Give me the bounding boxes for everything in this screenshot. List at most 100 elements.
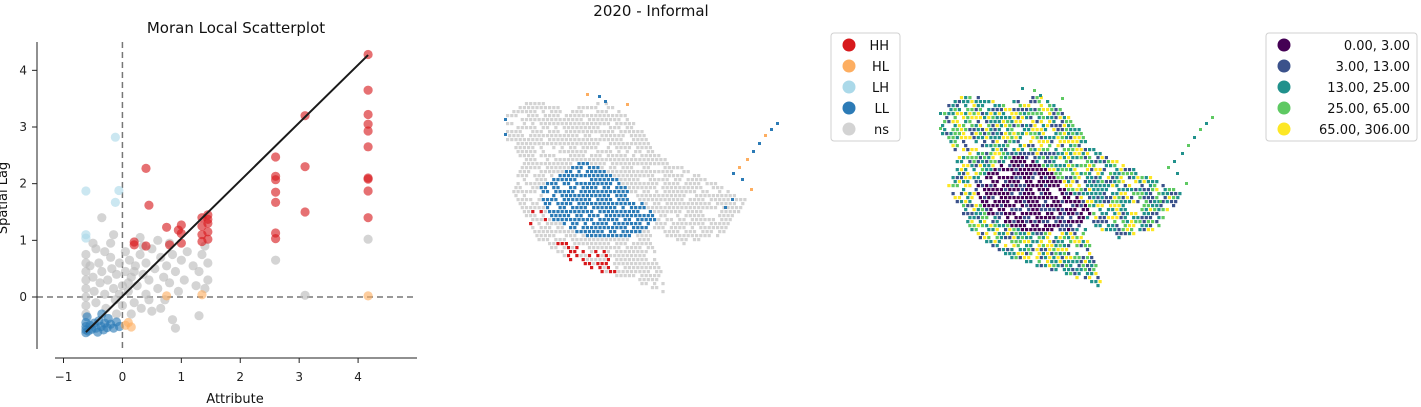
choropleth-cell bbox=[953, 140, 957, 144]
lisa-cell-ll bbox=[596, 214, 600, 218]
lisa-cell-ll bbox=[613, 214, 617, 218]
lisa-cell-ns bbox=[636, 162, 640, 166]
choropleth-cell bbox=[1127, 224, 1132, 228]
lisa-cell-ns bbox=[524, 166, 529, 170]
lisa-cell-ll bbox=[566, 190, 571, 194]
lisa-cell-hh bbox=[600, 270, 604, 274]
choropleth-cell bbox=[976, 96, 980, 100]
lisa-cell-ns bbox=[724, 218, 728, 222]
choropleth-cell bbox=[1155, 212, 1159, 216]
lisa-cell-ns bbox=[640, 274, 644, 278]
choropleth-cell bbox=[995, 188, 999, 192]
choropleth-cell bbox=[968, 160, 972, 164]
lisa-cell-ns bbox=[594, 138, 598, 142]
choropleth-cell bbox=[1050, 172, 1054, 176]
choropleth-cell bbox=[1092, 220, 1096, 224]
choropleth-cell bbox=[1012, 180, 1016, 184]
choropleth-cell bbox=[1064, 120, 1069, 124]
choropleth-cell bbox=[966, 172, 970, 176]
choropleth-cell bbox=[1029, 100, 1033, 104]
lisa-cell-ns bbox=[734, 206, 739, 210]
lisa-cell-ns bbox=[701, 230, 705, 234]
legend-marker bbox=[842, 101, 856, 115]
lisa-cell-ll bbox=[579, 166, 583, 170]
choropleth-cell bbox=[997, 224, 1001, 228]
choropleth-cell bbox=[991, 244, 995, 248]
choropleth-cell bbox=[976, 112, 980, 116]
lisa-cell-ns bbox=[575, 158, 579, 162]
choropleth-cell bbox=[1043, 200, 1048, 204]
lisa-cell-ll bbox=[615, 210, 619, 214]
choropleth-cell bbox=[1039, 176, 1043, 180]
choropleth-cell bbox=[987, 116, 991, 120]
lisa-cell-ll bbox=[596, 166, 600, 170]
lisa-cell-ns bbox=[562, 158, 566, 162]
choropleth-cell bbox=[1035, 184, 1039, 188]
choropleth-cell bbox=[1077, 144, 1081, 148]
lisa-cell-ns bbox=[667, 230, 671, 234]
choropleth-cell bbox=[1046, 108, 1050, 112]
choropleth-cell bbox=[987, 100, 991, 104]
point-ns bbox=[106, 238, 116, 248]
lisa-cell-ll bbox=[564, 218, 568, 222]
lisa-cell-ns bbox=[653, 250, 657, 254]
x-tick-label: 0 bbox=[119, 370, 127, 384]
choropleth-cell bbox=[1157, 216, 1161, 220]
choropleth-cell bbox=[1077, 264, 1081, 268]
lisa-cell-ll bbox=[632, 226, 636, 230]
choropleth-cell bbox=[1025, 188, 1029, 192]
choropleth-cell bbox=[1077, 256, 1081, 260]
choropleth-cell bbox=[1085, 272, 1090, 276]
lisa-cell-ns bbox=[720, 218, 724, 222]
choropleth-cell bbox=[1014, 208, 1018, 212]
choropleth-cell bbox=[974, 204, 978, 208]
lisa-cell-ll bbox=[642, 206, 646, 210]
lisa-cell-ns bbox=[665, 202, 669, 206]
lisa-cell-ns bbox=[608, 142, 613, 146]
lisa-cell-ns bbox=[539, 138, 543, 142]
choropleth-cell bbox=[999, 196, 1003, 200]
lisa-cell-ll bbox=[592, 182, 596, 186]
lisa-cell-ns bbox=[529, 190, 533, 194]
choropleth-cell bbox=[978, 220, 982, 224]
choropleth-cell bbox=[1058, 260, 1062, 264]
choropleth-cell bbox=[995, 132, 999, 136]
lisa-cell-branch bbox=[724, 206, 727, 209]
choropleth-cell bbox=[1054, 124, 1058, 128]
choropleth-cell bbox=[976, 224, 980, 228]
lisa-cell-ns bbox=[510, 138, 514, 142]
choropleth-cell bbox=[955, 112, 959, 116]
choropleth-cell bbox=[999, 236, 1003, 240]
choropleth-cell bbox=[991, 140, 995, 144]
lisa-cell-ns bbox=[636, 170, 640, 174]
choropleth-cell bbox=[991, 124, 995, 128]
choropleth-cell bbox=[1062, 180, 1066, 184]
choropleth-cell bbox=[1031, 232, 1035, 236]
lisa-cell-ns bbox=[644, 170, 648, 174]
choropleth-cell bbox=[1130, 212, 1134, 216]
lisa-cell-ns bbox=[695, 194, 699, 198]
choropleth-cell bbox=[991, 204, 995, 208]
lisa-cell-ns bbox=[634, 254, 638, 258]
choropleth-cell bbox=[1073, 232, 1077, 236]
choropleth-cell bbox=[1088, 180, 1092, 184]
choropleth-cell bbox=[1161, 216, 1165, 220]
lisa-cell-ns bbox=[644, 138, 648, 142]
lisa-cell-ns bbox=[527, 106, 531, 110]
lisa-cell-ns bbox=[550, 134, 554, 138]
lisa-cell-ns bbox=[625, 150, 629, 154]
lisa-cell-ns bbox=[682, 170, 686, 174]
legend-label: LH bbox=[872, 81, 889, 96]
lisa-cell-ll bbox=[564, 194, 568, 198]
lisa-cell-ns bbox=[640, 162, 644, 166]
choropleth-cell bbox=[1071, 180, 1075, 184]
lisa-cell-ns bbox=[594, 146, 598, 150]
point-hh bbox=[271, 234, 281, 244]
lisa-cell-ns bbox=[514, 130, 518, 134]
lisa-cell-ns bbox=[585, 146, 589, 150]
lisa-cell-ns bbox=[657, 178, 661, 182]
choropleth-cell bbox=[1039, 168, 1043, 172]
lisa-cell-ns bbox=[520, 142, 524, 146]
choropleth-cell bbox=[951, 184, 955, 188]
lisa-cell-ns bbox=[632, 154, 636, 158]
